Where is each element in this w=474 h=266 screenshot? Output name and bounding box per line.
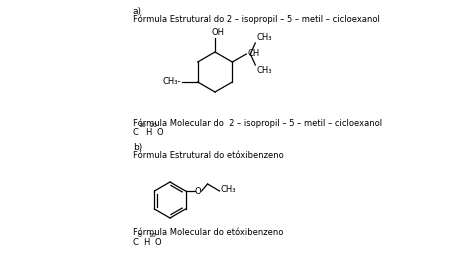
Text: Fórmula Molecular do etóxibenzeno: Fórmula Molecular do etóxibenzeno bbox=[133, 228, 283, 237]
Text: C: C bbox=[133, 128, 139, 137]
Text: 10: 10 bbox=[148, 233, 156, 238]
Text: Fórmula Estrutural do etóxibenzeno: Fórmula Estrutural do etóxibenzeno bbox=[133, 151, 284, 160]
Text: C: C bbox=[133, 238, 139, 247]
Text: O: O bbox=[194, 186, 201, 196]
Text: b): b) bbox=[133, 143, 142, 152]
Text: 10: 10 bbox=[138, 123, 146, 128]
Text: OH: OH bbox=[212, 28, 225, 37]
Text: a): a) bbox=[133, 7, 142, 16]
Text: CH: CH bbox=[247, 49, 260, 59]
Text: O: O bbox=[157, 128, 164, 137]
Text: CH₃-: CH₃- bbox=[162, 77, 181, 86]
Text: CH₃: CH₃ bbox=[220, 185, 236, 193]
Text: 8: 8 bbox=[138, 233, 142, 238]
Text: CH₃: CH₃ bbox=[256, 33, 272, 42]
Text: Fórmula Estrutural do 2 – isopropil – 5 – metil – cicloexanol: Fórmula Estrutural do 2 – isopropil – 5 … bbox=[133, 15, 380, 24]
Text: H: H bbox=[145, 128, 151, 137]
Text: Fórmula Molecular do  2 – isopropil – 5 – metil – cicloexanol: Fórmula Molecular do 2 – isopropil – 5 –… bbox=[133, 118, 382, 127]
Text: H: H bbox=[143, 238, 149, 247]
Text: O: O bbox=[155, 238, 162, 247]
Text: 20: 20 bbox=[150, 123, 158, 128]
Text: CH₃: CH₃ bbox=[256, 66, 272, 75]
